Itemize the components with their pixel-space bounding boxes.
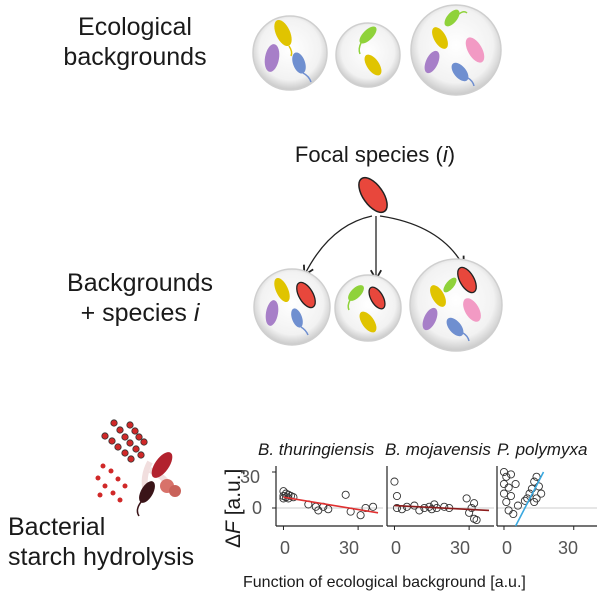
bacterial-starch-line1: Bacterial [8,513,106,541]
chart-panels [272,466,597,530]
scatter-panel-2 [386,466,494,530]
backgrounds-plus-line2: + species i [40,298,240,328]
background-dish-2 [335,22,401,88]
ytick-0: 0 [252,498,263,518]
focal-label-prefix: Focal species ( [294,142,443,167]
data-point [440,502,449,511]
data-point [499,489,509,498]
data-point [470,499,479,508]
focal-label-italic: i [442,142,448,167]
data-point [502,497,511,507]
yellow-bacterium [364,54,382,76]
data-point [499,479,509,489]
scatter-panel-3 [496,466,597,530]
xtick-0-p2: 0 [391,538,402,558]
green-bacterium [358,26,377,55]
yellow-bacterium [430,285,446,307]
xtick-30-p1: 30 [339,538,360,558]
yellow-bacterium [359,311,377,333]
data-point [513,501,522,510]
yellow-bacterium [274,277,290,303]
green-bacterium [347,285,364,311]
data-point [341,490,350,499]
ecological-backgrounds-label: Ecological backgrounds [40,12,230,72]
bacterial-starch-label: Bacterial starch hydrolysis [8,512,238,572]
purple-bacterium [424,50,440,74]
combined-dish-3 [409,258,503,352]
data-point [530,497,539,507]
focal-species-bacterium [358,176,388,214]
green-bacterium [444,9,468,27]
focal-bacterium [296,281,316,309]
data-point [502,472,511,481]
purple-bacterium [264,44,280,72]
blue-bacterium [292,52,312,83]
starch-illustration [95,419,181,517]
blue-bacterium [291,308,309,336]
data-point [504,483,513,492]
arrow-right [379,215,465,268]
data-point [410,501,419,510]
green-bacterium [443,277,457,293]
panel-title-1: B. thuringiensis [258,440,375,459]
focal-label-suffix: ) [447,142,456,167]
data-point [499,467,509,477]
background-dish-1 [252,15,328,91]
data-point [392,503,402,513]
panel-title-3: P. polymyxa [497,440,588,459]
purple-bacterium [422,307,438,331]
data-point [392,491,402,501]
purple-bacterium [265,300,279,326]
combined-dish-2 [334,274,402,342]
data-point [511,479,520,489]
blue-bacterium [446,317,470,342]
focal-bacterium [368,286,386,310]
backgrounds-plus-line2-prefix: + species [80,299,194,327]
backgrounds-plus-line2-italic: i [193,299,200,327]
data-point [467,503,476,513]
data-point [537,489,546,498]
fit-line [514,471,545,527]
pink-bacterium [463,298,481,322]
fit-line [394,504,490,512]
focal-bacterium [457,266,477,294]
xtick-30-p2: 30 [450,538,471,558]
x-axis-label: Function of ecological background [a.u.] [243,574,526,591]
data-point [506,470,516,479]
ytick-30: 30 [240,467,261,487]
blue-bacterium [451,62,475,87]
xtick-0-p3: 0 [502,538,513,558]
data-point [356,511,365,520]
yellow-bacterium [432,27,448,49]
data-point [462,494,471,503]
data-point [472,515,481,525]
ecological-backgrounds-line2: backgrounds [63,43,207,71]
data-point [427,505,436,514]
arrow-left [303,215,373,277]
bacterial-starch-line2: starch hydrolysis [8,543,195,571]
fit-line [283,496,379,514]
backgrounds-plus-line1: Backgrounds [67,269,213,297]
data-point [509,509,518,519]
combined-dish-1 [253,268,331,346]
data-point [368,502,378,511]
data-point [324,505,333,514]
focal-species-label: Focal species (i) [255,142,495,168]
backgrounds-plus-species-label: Backgrounds + species i [40,268,240,328]
xtick-0-p1: 0 [280,538,291,558]
yellow-bacterium [274,19,293,57]
scatter-panel-1 [272,466,383,530]
panel-title-2: B. mojavensis [385,440,491,459]
background-dish-3 [410,4,502,96]
pink-bacterium [465,37,485,63]
data-point [390,477,399,486]
data-point [289,493,298,502]
data-point [506,491,516,501]
xtick-30-p3: 30 [558,538,579,558]
ecological-backgrounds-line1: Ecological [78,13,192,41]
